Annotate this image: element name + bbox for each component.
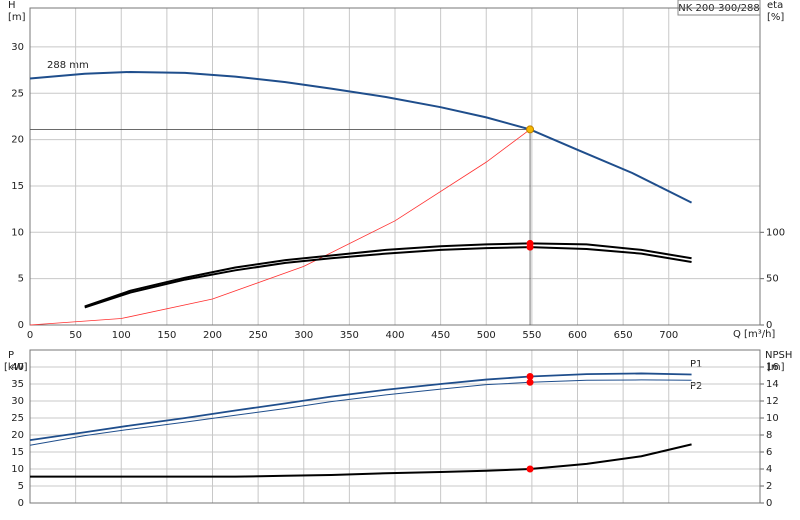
- y2-tick-label: 2: [766, 481, 772, 492]
- y-tick-label: 0: [18, 498, 24, 509]
- curve: [30, 443, 692, 478]
- y2-tick-label: 6: [766, 447, 772, 458]
- operating-point: [526, 465, 534, 473]
- y-tick-label: 35: [11, 379, 24, 390]
- y2-label: eta: [767, 0, 783, 11]
- y-tick-label: 30: [11, 396, 24, 407]
- y-tick-label: 5: [18, 481, 24, 492]
- x-tick-label: 50: [69, 330, 82, 341]
- curve: [84, 242, 692, 308]
- x-tick-label: 350: [340, 330, 359, 341]
- y2-tick-label: 14: [766, 379, 779, 390]
- y-tick-label: 20: [11, 430, 24, 441]
- x-tick-label: 500: [477, 330, 496, 341]
- y-tick-label: 15: [11, 181, 24, 192]
- y-tick-label: 15: [11, 447, 24, 458]
- operating-point: [526, 125, 535, 134]
- x-tick-label: 600: [568, 330, 587, 341]
- y2-label: NPSH: [765, 350, 792, 361]
- operating-point: [526, 378, 534, 386]
- y-tick-label: 10: [11, 464, 24, 475]
- curve-label: P2: [690, 381, 702, 392]
- operating-point: [526, 373, 534, 381]
- y-tick-label: 20: [11, 135, 24, 146]
- y-tick-label: 10: [11, 227, 24, 238]
- y-tick-label: 0: [18, 320, 24, 331]
- y2-tick-label: 50: [766, 274, 779, 285]
- curve: [29, 379, 692, 446]
- x-tick-label: 250: [249, 330, 268, 341]
- plot-frame: [29, 349, 761, 504]
- y-tick-label: 5: [18, 274, 24, 285]
- x-tick-label: 200: [203, 330, 222, 341]
- x-tick-label: 0: [27, 330, 33, 341]
- plot-frame: [29, 7, 761, 326]
- curve: [29, 129, 531, 326]
- curve-label: P1: [690, 359, 702, 370]
- y2-unit: [%]: [767, 12, 784, 23]
- x-tick-label: 550: [522, 330, 541, 341]
- x-tick-label: 150: [157, 330, 176, 341]
- y2-tick-label: 0: [766, 498, 772, 509]
- y-label: P: [8, 350, 14, 361]
- x-tick-label: 650: [614, 330, 633, 341]
- y2-tick-label: 10: [766, 413, 779, 424]
- x-tick-label: 100: [112, 330, 131, 341]
- y-unit: [m]: [8, 12, 26, 23]
- y2-tick-label: 0: [766, 320, 772, 331]
- curve: [29, 70, 693, 204]
- operating-point: [526, 243, 534, 251]
- x-tick-label: 400: [385, 330, 404, 341]
- y-tick-label: 30: [11, 42, 24, 53]
- y2-tick-label: 8: [766, 430, 772, 441]
- y-tick-label: 40: [11, 362, 24, 373]
- x-tick-label: 700: [659, 330, 678, 341]
- y2-tick-label: 4: [766, 464, 772, 475]
- curve: [29, 372, 692, 441]
- y-unit: [kW]: [4, 362, 28, 373]
- x-tick-label: 450: [431, 330, 450, 341]
- x-label: Q [m³/h]: [733, 329, 775, 340]
- y2-tick-label: 16: [766, 362, 779, 373]
- x-tick-label: 300: [294, 330, 313, 341]
- y2-unit: [m]: [767, 362, 785, 373]
- curve: [84, 246, 692, 309]
- y2-tick-label: 12: [766, 396, 779, 407]
- y2-tick-label: 100: [766, 227, 785, 238]
- y-label: H: [8, 0, 16, 11]
- y-tick-label: 25: [11, 88, 24, 99]
- y-tick-label: 25: [11, 413, 24, 424]
- curve-label: 288 mm: [47, 60, 89, 71]
